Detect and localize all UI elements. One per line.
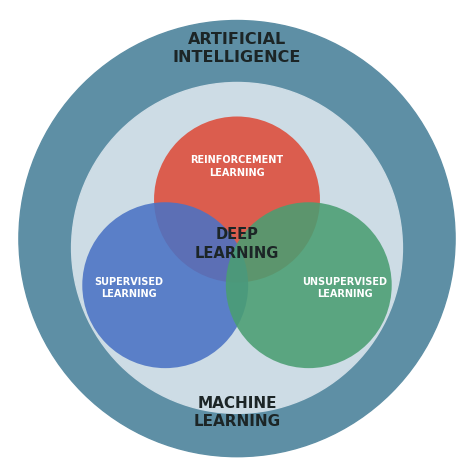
Text: REINFORCEMENT
LEARNING: REINFORCEMENT LEARNING xyxy=(191,155,283,178)
Circle shape xyxy=(226,202,392,368)
Circle shape xyxy=(72,82,402,413)
Circle shape xyxy=(82,202,248,368)
Text: ARTIFICIAL
INTELLIGENCE: ARTIFICIAL INTELLIGENCE xyxy=(173,33,301,65)
Circle shape xyxy=(19,21,455,457)
Text: UNSUPERVISED
LEARNING: UNSUPERVISED LEARNING xyxy=(302,277,388,299)
Text: MACHINE
LEARNING: MACHINE LEARNING xyxy=(193,396,281,429)
Text: SUPERVISED
LEARNING: SUPERVISED LEARNING xyxy=(94,277,164,299)
Text: DEEP
LEARNING: DEEP LEARNING xyxy=(195,227,279,261)
Circle shape xyxy=(154,116,320,282)
